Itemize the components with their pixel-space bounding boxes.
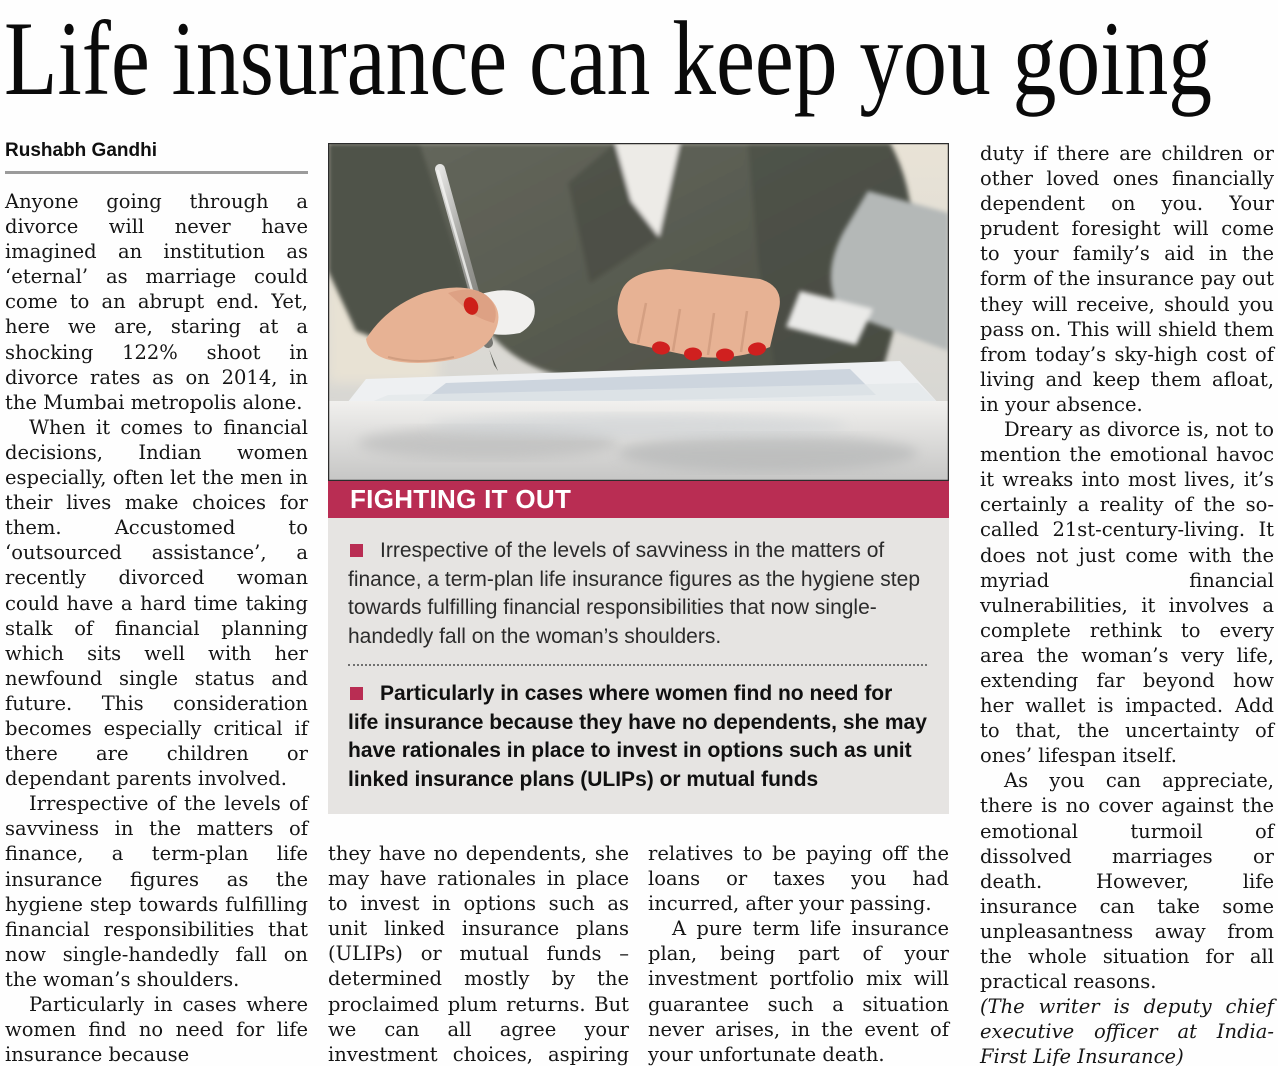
headline-text: Life insurance can keep you going xyxy=(4,6,1212,117)
bullet-square-icon xyxy=(350,544,363,557)
callout-bullet: Particularly in cases where women find n… xyxy=(348,680,927,794)
writer-credit: (The writer is deputy chief executive of… xyxy=(980,995,1274,1066)
right-light-sleeve xyxy=(786,191,949,351)
callout-bullet-text: Particularly in cases where women find n… xyxy=(348,682,927,791)
table-reflection xyxy=(618,435,918,471)
callout-header: FIGHTING IT OUT xyxy=(328,481,949,518)
photo-border xyxy=(328,143,949,481)
byline: Rushabh Gandhi xyxy=(5,140,157,161)
bottom-columns: they have no dependents, she may have ra… xyxy=(328,841,949,1066)
middle-column-2: relatives to be paying off the loans or … xyxy=(648,841,949,1066)
right-column: duty if there are children or other love… xyxy=(980,141,1274,1066)
byline-rule xyxy=(5,171,308,174)
left-column: Rushabh Gandhi Anyone going through a di… xyxy=(5,140,308,1066)
article-photo xyxy=(328,143,949,481)
signing-hand xyxy=(366,287,499,363)
paragraph: As you can appreciate, there is no cover… xyxy=(980,769,1274,994)
paragraph: they have no dependents, she may have ra… xyxy=(328,842,629,1066)
paper-reflection xyxy=(428,414,848,438)
paragraph: relatives to be paying off the loans or … xyxy=(648,842,949,916)
headline: Life insurance can keep you going xyxy=(2,0,1242,122)
paragraph: A pure term life insurance plan, being p… xyxy=(648,917,949,1066)
paragraph: Irrespective of the levels of savviness … xyxy=(5,792,308,991)
paragraph: Particularly in cases where women find n… xyxy=(5,993,308,1066)
callout-box: Irrespective of the levels of savviness … xyxy=(328,518,949,814)
middle-section: FIGHTING IT OUT Irrespective of the leve… xyxy=(328,143,949,1066)
paragraph: Anyone going through a divorce will neve… xyxy=(5,190,308,414)
paragraph: When it comes to financial decisions, In… xyxy=(5,415,308,791)
bullet-square-icon xyxy=(350,687,363,700)
resting-hand xyxy=(617,269,780,362)
middle-column-1: they have no dependents, she may have ra… xyxy=(328,841,629,1066)
callout-bullet-text: Irrespective of the levels of savviness … xyxy=(348,539,920,648)
paragraph: Dreary as divorce is, not to mention the… xyxy=(980,418,1274,768)
dotted-divider xyxy=(348,664,927,666)
paragraph: duty if there are children or other love… xyxy=(980,142,1274,416)
callout-bullet: Irrespective of the levels of savviness … xyxy=(348,537,927,651)
